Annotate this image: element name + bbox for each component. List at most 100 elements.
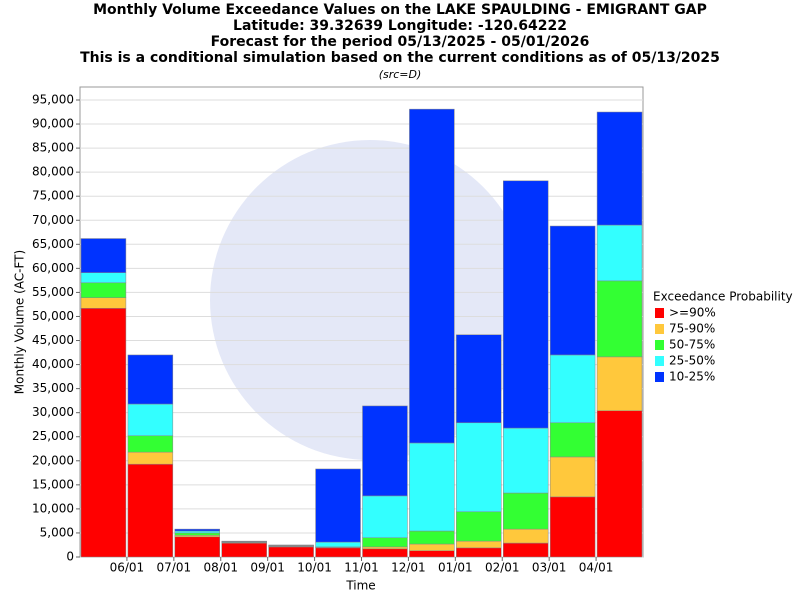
x-tick-label: 02/01 bbox=[485, 561, 520, 575]
bar-segment bbox=[549, 422, 596, 458]
x-tick-label: 01/01 bbox=[438, 561, 473, 575]
y-tick-label: 80,000 bbox=[32, 165, 74, 179]
x-tick-label: 04/01 bbox=[579, 561, 614, 575]
y-tick-label: 95,000 bbox=[32, 92, 74, 106]
y-tick-label: 0 bbox=[66, 550, 74, 564]
x-tick-label: 08/01 bbox=[203, 561, 238, 575]
legend-label: 50-75% bbox=[669, 338, 715, 352]
bar-segment bbox=[80, 272, 127, 284]
chart-subtitle: Latitude: 39.32639 Longitude: -120.64222 bbox=[233, 18, 567, 34]
y-tick-label: 75,000 bbox=[32, 189, 74, 203]
bar-segment bbox=[268, 546, 314, 558]
bar-segment bbox=[503, 528, 549, 544]
x-tick-label: 12/01 bbox=[391, 561, 426, 575]
x-tick-label: 11/01 bbox=[344, 561, 379, 575]
bar-segment bbox=[456, 511, 502, 542]
y-tick-label: 5,000 bbox=[40, 525, 74, 539]
bar-segment bbox=[174, 528, 220, 532]
bar-segment bbox=[362, 405, 408, 497]
bar-segment bbox=[127, 354, 174, 405]
bar-segment bbox=[174, 532, 220, 536]
bar-segment bbox=[362, 546, 408, 550]
bar-segment bbox=[456, 422, 502, 513]
bar-segment bbox=[80, 238, 127, 273]
bar-segment bbox=[127, 403, 174, 437]
legend-label: 25-50% bbox=[669, 354, 715, 368]
bar-segment bbox=[362, 548, 408, 558]
y-tick-label: 50,000 bbox=[32, 309, 74, 323]
bar-segment bbox=[409, 442, 455, 532]
y-tick-label: 55,000 bbox=[32, 285, 74, 299]
y-tick-label: 70,000 bbox=[32, 213, 74, 227]
legend-swatch bbox=[655, 372, 664, 382]
legend-label: >=90% bbox=[669, 306, 716, 320]
bar-segment bbox=[174, 536, 220, 558]
bar-segment bbox=[221, 542, 267, 558]
y-tick-label: 25,000 bbox=[32, 429, 74, 443]
bar-segment bbox=[456, 540, 502, 549]
bar-segment bbox=[127, 451, 174, 465]
bar-segment bbox=[409, 550, 455, 558]
bar-segment bbox=[596, 410, 643, 558]
legend-swatch bbox=[655, 308, 664, 318]
bar-segment bbox=[503, 427, 549, 494]
source-note: (src=D) bbox=[379, 68, 422, 81]
y-tick-label: 45,000 bbox=[32, 333, 74, 347]
bar-segment bbox=[127, 463, 174, 558]
y-tick-label: 85,000 bbox=[32, 141, 74, 155]
bar-segment bbox=[456, 547, 502, 558]
y-tick-label: 65,000 bbox=[32, 237, 74, 251]
bar-segment bbox=[80, 282, 127, 298]
bar-segment bbox=[409, 543, 455, 551]
bar-segment bbox=[456, 334, 502, 424]
y-tick-label: 60,000 bbox=[32, 261, 74, 275]
bar-segment bbox=[503, 492, 549, 530]
legend-swatch bbox=[655, 340, 664, 350]
legend-swatch bbox=[655, 324, 664, 334]
bar-segment bbox=[315, 547, 361, 558]
legend-label: 75-90% bbox=[669, 322, 715, 336]
y-tick-label: 40,000 bbox=[32, 357, 74, 371]
bar-segment bbox=[596, 356, 643, 412]
y-tick-label: 20,000 bbox=[32, 453, 74, 467]
chart-subtitle: This is a conditional simulation based o… bbox=[80, 50, 720, 66]
bar-segment bbox=[409, 530, 455, 545]
bar-segment bbox=[409, 108, 455, 444]
y-tick-label: 35,000 bbox=[32, 381, 74, 395]
x-axis-label: Time bbox=[345, 579, 375, 593]
x-tick-label: 09/01 bbox=[250, 561, 285, 575]
x-tick-label: 07/01 bbox=[157, 561, 192, 575]
chart-title: Monthly Volume Exceedance Values on the … bbox=[93, 2, 707, 18]
y-axis-label: Monthly Volume (AC-FT) bbox=[13, 250, 27, 394]
y-tick-label: 90,000 bbox=[32, 117, 74, 131]
chart-subtitle: Forecast for the period 05/13/2025 - 05/… bbox=[211, 34, 590, 50]
plot-area bbox=[79, 86, 644, 558]
bar-segment bbox=[503, 542, 549, 558]
bar-segment bbox=[549, 354, 596, 424]
bar-segment bbox=[80, 297, 127, 309]
bar-segment bbox=[503, 180, 549, 429]
bar-segment bbox=[80, 308, 127, 558]
bar-segment bbox=[362, 495, 408, 539]
bar-segment bbox=[315, 468, 361, 543]
bar-segment bbox=[362, 537, 408, 548]
y-tick-label: 10,000 bbox=[32, 501, 74, 515]
legend-label: 10-25% bbox=[669, 370, 715, 384]
bar-segment bbox=[596, 111, 643, 226]
bar-segment bbox=[549, 225, 596, 356]
bar-segment bbox=[315, 541, 361, 548]
legend-title: Exceedance Probability bbox=[653, 290, 793, 304]
y-tick-label: 15,000 bbox=[32, 477, 74, 491]
y-tick-label: 30,000 bbox=[32, 405, 74, 419]
x-tick-label: 03/01 bbox=[532, 561, 567, 575]
bar-segment bbox=[127, 435, 174, 453]
bar-segment bbox=[549, 456, 596, 498]
x-tick-label: 10/01 bbox=[297, 561, 332, 575]
bar-segment bbox=[596, 280, 643, 358]
x-tick-label: 06/01 bbox=[110, 561, 145, 575]
bar-segment bbox=[596, 224, 643, 282]
bar-segment bbox=[549, 496, 596, 558]
bar-segment bbox=[174, 530, 220, 534]
legend-swatch bbox=[655, 356, 664, 366]
